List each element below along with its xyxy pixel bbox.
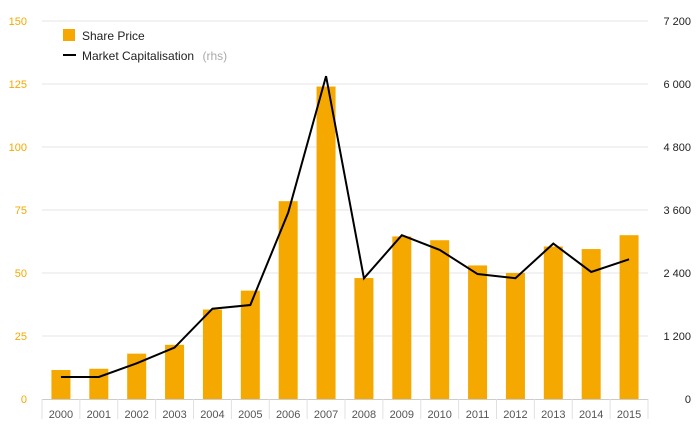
x-tick-label: 2008 (352, 409, 376, 421)
x-tick-label: 2006 (276, 409, 300, 421)
y-left-tick-label: 50 (15, 268, 27, 280)
x-tick-label: 2004 (200, 409, 224, 421)
y-right-tick-label: 7 200 (663, 16, 691, 28)
bar (165, 344, 185, 399)
legend-label-market-cap: Market Capitalisation (rhs) (82, 47, 227, 64)
y-left-tick-label: 0 (21, 394, 27, 406)
bar (392, 236, 412, 399)
legend-swatch-share-price (63, 29, 75, 41)
y-right-tick-label: 0 (685, 394, 691, 406)
x-tick-label: 2003 (162, 409, 186, 421)
bar (581, 249, 601, 399)
y-right-tick-label: 4 800 (663, 142, 691, 154)
x-tick-label: 2000 (49, 409, 73, 421)
bar (619, 235, 639, 399)
x-tick-label: 2012 (503, 409, 527, 421)
y-right-tick-label: 2 400 (663, 268, 691, 280)
bar (240, 290, 260, 399)
line-series-market-capitalisation (60, 75, 630, 378)
market-cap-line (60, 75, 630, 378)
y-right-tick-label: 6 000 (663, 79, 691, 91)
legend-label-market-cap-name: Market Capitalisation (82, 49, 194, 63)
x-tick-label: 2011 (466, 409, 490, 421)
bar (543, 246, 563, 399)
bar (278, 201, 298, 399)
axes: 0 25 50 75 100 125 150 0 1 200 2 400 3 600 4 800 6 0… (9, 16, 691, 421)
bar (354, 278, 374, 399)
x-tick-label: 2014 (579, 409, 603, 421)
bar (202, 309, 222, 399)
x-tick-label: 2001 (87, 409, 111, 421)
legend-label-share-price: Share Price (82, 29, 145, 43)
x-tick-label: 2013 (541, 409, 565, 421)
y-left-tick-label: 150 (9, 16, 27, 28)
bar (316, 86, 336, 400)
x-tick-label: 2002 (124, 409, 148, 421)
x-tick-label: 2007 (314, 409, 338, 421)
bar (430, 240, 450, 399)
legend-label-market-cap-suffix: (rhs) (203, 49, 228, 63)
x-tick-label: 2015 (617, 409, 641, 421)
x-tick-label: 2010 (427, 409, 451, 421)
x-tick-label: 2009 (390, 409, 414, 421)
y-left-tick-label: 75 (15, 205, 27, 217)
bar (468, 265, 488, 399)
x-tick-label: 2005 (238, 409, 262, 421)
y-left-tick-label: 125 (9, 79, 27, 91)
y-left-tick-label: 100 (9, 142, 27, 154)
legend: Share Price Market Capitalisation (rhs) (63, 29, 227, 64)
bar-series-share-price (51, 86, 639, 400)
bar (89, 368, 109, 399)
y-left-tick-label: 25 (15, 331, 27, 343)
y-right-tick-label: 3 600 (663, 205, 691, 217)
bar (51, 370, 71, 399)
y-right-tick-label: 1 200 (663, 331, 691, 343)
bar (505, 273, 525, 399)
